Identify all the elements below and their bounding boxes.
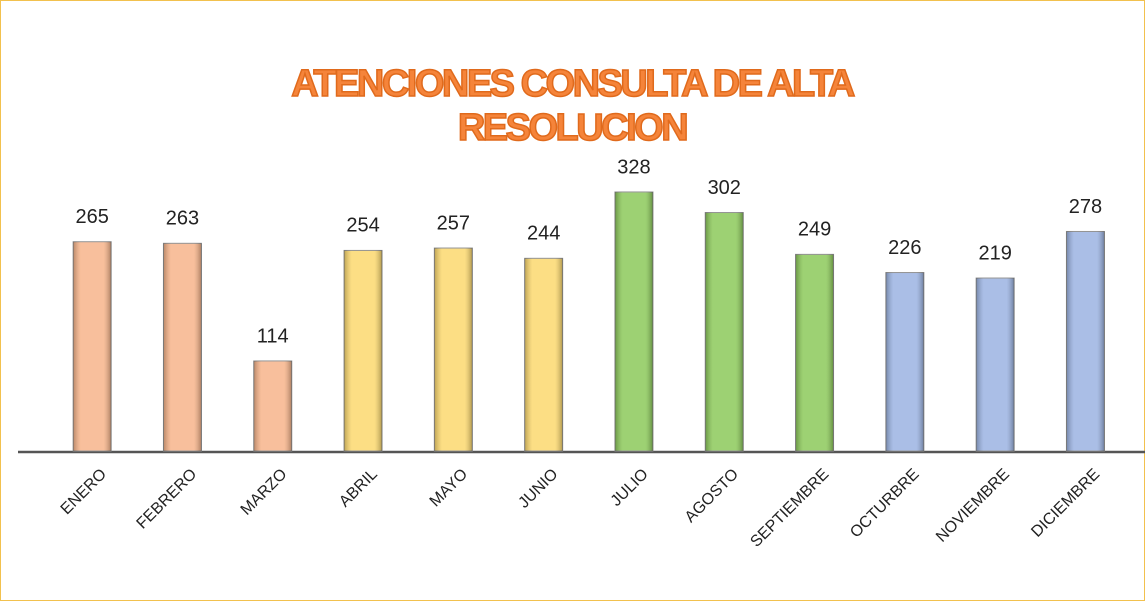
bar [253, 360, 293, 452]
x-tick-label: NOVIEMBRE [933, 466, 1013, 546]
bar [1065, 230, 1105, 452]
bar [524, 257, 564, 452]
data-label: 265 [75, 206, 108, 228]
x-tick-label: AGOSTO [682, 466, 742, 526]
x-tick-label: DICIEMBRE [1028, 466, 1103, 541]
bar [885, 272, 925, 452]
bar [162, 242, 202, 452]
data-label: 219 [978, 242, 1011, 264]
bar [975, 277, 1015, 452]
bar [343, 249, 383, 452]
data-label: 257 [437, 212, 470, 234]
x-tick-label: JUNIO [515, 466, 561, 512]
bar [704, 212, 744, 452]
data-label: 263 [166, 208, 199, 230]
data-label: 244 [527, 223, 560, 245]
x-tick-label: MARZO [238, 466, 291, 519]
x-tick-label: OCTURBRE [847, 466, 923, 542]
x-tick-label: MAYO [427, 466, 472, 511]
data-label: 278 [1069, 196, 1102, 218]
bar [614, 191, 654, 452]
x-tick-label: JULIO [608, 466, 652, 510]
x-tick-label: FEBRERO [134, 466, 201, 533]
data-label: 114 [257, 325, 289, 347]
data-label: 254 [346, 215, 379, 237]
chart-title: ATENCIONES CONSULTA DE ALTA RESOLUCION [290, 62, 856, 150]
x-tick-label: SEPTIEMBRE [747, 466, 832, 551]
data-label: 226 [888, 237, 921, 259]
x-tick-label: ABRIL [336, 466, 381, 511]
data-label: 302 [708, 177, 741, 199]
x-tick-label: ENERO [58, 466, 110, 518]
data-label: 328 [617, 156, 650, 178]
bar [795, 253, 835, 452]
bar [433, 247, 473, 452]
bar [72, 241, 112, 452]
data-label: 249 [798, 219, 831, 241]
